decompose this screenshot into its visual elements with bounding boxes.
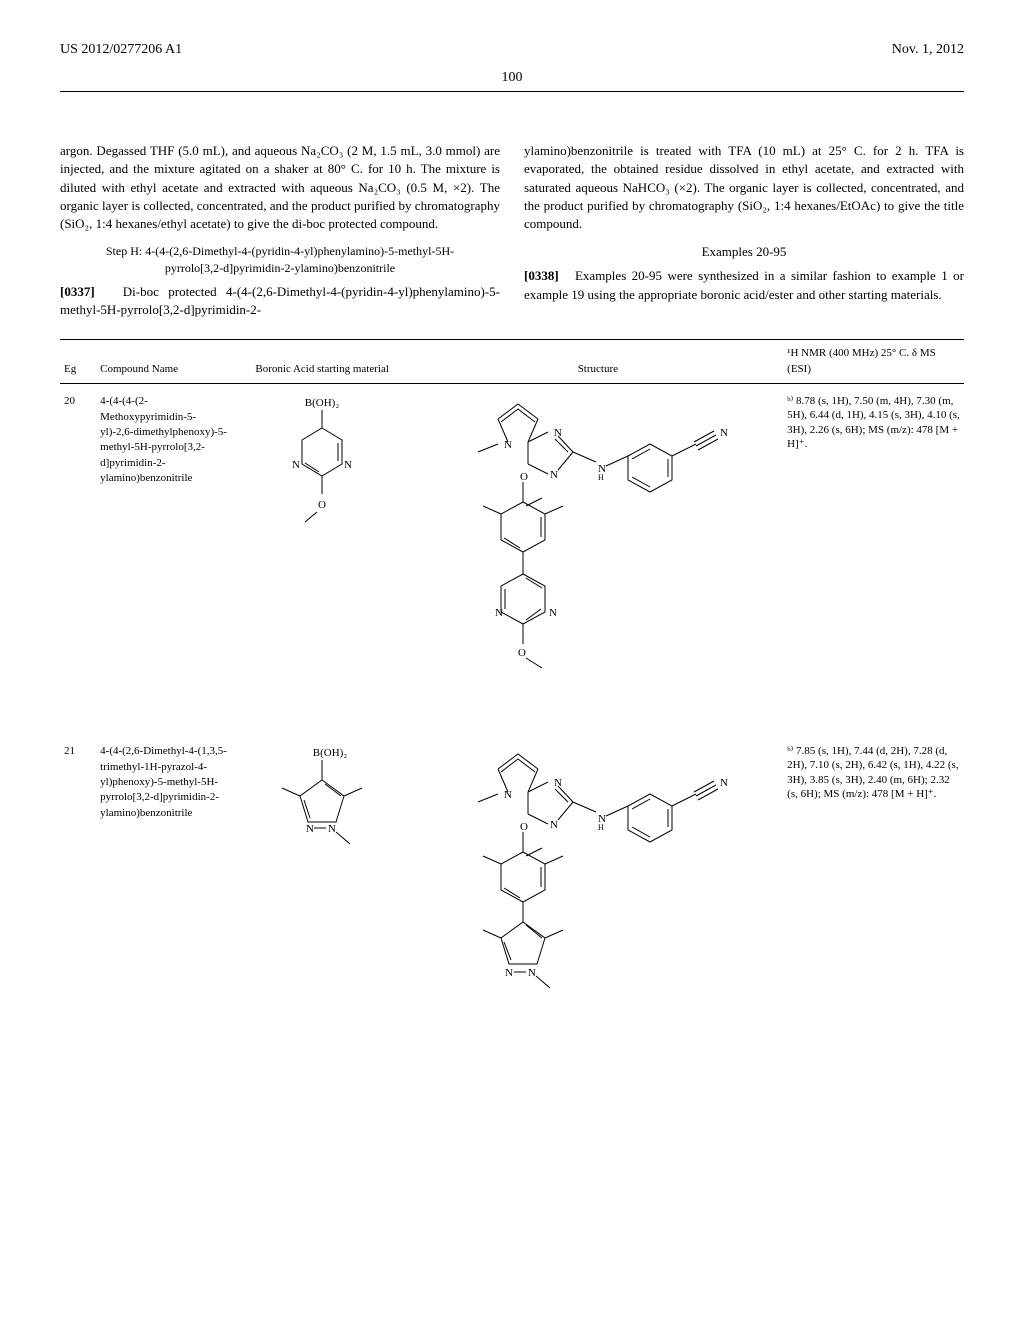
th-eg: Eg xyxy=(60,340,96,384)
svg-text:O: O xyxy=(520,821,528,833)
th-structure: Structure xyxy=(413,340,784,384)
page-header: US 2012/0277206 A1 Nov. 1, 2012 xyxy=(60,40,964,60)
cell-eg-20: 20 xyxy=(60,384,96,735)
svg-text:O: O xyxy=(318,499,326,511)
step-h-title: Step H: 4-(4-(2,6-Dimethyl-4-(pyridin-4-… xyxy=(60,243,500,277)
boronic-structure-20-icon: B(OH)₂ N N O xyxy=(267,394,377,574)
cell-eg-21: 21 xyxy=(60,734,96,1034)
svg-text:N: N xyxy=(292,459,300,471)
svg-text:N: N xyxy=(505,967,513,979)
cell-nmr-21: ᵇ⁾ 7.85 (s, 1H), 7.44 (d, 2H), 7.28 (d, … xyxy=(783,734,964,1034)
svg-text:N: N xyxy=(720,777,728,789)
publication-date: Nov. 1, 2012 xyxy=(892,40,964,60)
cell-boronic-21: B(OH)₂ N N xyxy=(232,734,413,1034)
svg-text:N: N xyxy=(554,427,562,439)
svg-text:O: O xyxy=(518,647,526,659)
svg-text:N: N xyxy=(549,607,557,619)
svg-text:N: N xyxy=(306,823,314,835)
svg-text:H: H xyxy=(598,473,604,482)
th-compound: Compound Name xyxy=(96,340,232,384)
product-structure-21-icon: N N N O N xyxy=(438,744,758,1024)
left-para-2-text: Di-boc protected 4-(4-(2,6-Dimethyl-4-(p… xyxy=(60,284,500,317)
left-para-1: argon. Degassed THF (5.0 mL), and aqueou… xyxy=(60,142,500,233)
svg-text:N: N xyxy=(554,777,562,789)
cell-compound-21: 4-(4-(2,6-Dimethyl-4-(1,3,5-trimethyl-1H… xyxy=(96,734,232,1034)
para-num-0337: [0337] xyxy=(60,284,95,299)
right-para-2: [0338] Examples 20-95 were synthesized i… xyxy=(524,267,964,303)
cell-structure-20: N N N O xyxy=(413,384,784,735)
svg-text:N: N xyxy=(528,967,536,979)
body-columns: argon. Degassed THF (5.0 mL), and aqueou… xyxy=(60,142,964,319)
svg-text:N: N xyxy=(720,427,728,439)
svg-text:B(OH)₂: B(OH)₂ xyxy=(305,397,340,409)
examples-title: Examples 20-95 xyxy=(524,243,964,261)
product-structure-20-icon: N N N O xyxy=(438,394,758,724)
boronic-structure-21-icon: B(OH)₂ N N xyxy=(262,744,382,884)
svg-text:B(OH)₂: B(OH)₂ xyxy=(313,747,348,759)
svg-text:N: N xyxy=(504,789,512,801)
svg-text:N: N xyxy=(550,469,558,481)
left-para-2: [0337] Di-boc protected 4-(4-(2,6-Dimeth… xyxy=(60,283,500,319)
table-row: 20 4-(4-(4-(2-Methoxypyrimidin-5-yl)-2,6… xyxy=(60,384,964,735)
svg-text:N: N xyxy=(504,439,512,451)
para-num-0338: [0338] xyxy=(524,268,559,283)
svg-text:N: N xyxy=(495,607,503,619)
th-nmr: ¹H NMR (400 MHz) 25° C. δ MS (ESI) xyxy=(783,340,964,384)
examples-table: Eg Compound Name Boronic Acid starting m… xyxy=(60,339,964,1034)
svg-text:N: N xyxy=(550,819,558,831)
svg-text:N: N xyxy=(344,459,352,471)
svg-text:H: H xyxy=(598,823,604,832)
publication-number: US 2012/0277206 A1 xyxy=(60,40,182,60)
table-row: 21 4-(4-(2,6-Dimethyl-4-(1,3,5-trimethyl… xyxy=(60,734,964,1034)
cell-boronic-20: B(OH)₂ N N O xyxy=(232,384,413,735)
table-header-row: Eg Compound Name Boronic Acid starting m… xyxy=(60,340,964,384)
cell-structure-21: N N N O N xyxy=(413,734,784,1034)
header-rule xyxy=(60,91,964,92)
cell-compound-20: 4-(4-(4-(2-Methoxypyrimidin-5-yl)-2,6-di… xyxy=(96,384,232,735)
page-number: 100 xyxy=(60,68,964,88)
svg-text:N: N xyxy=(328,823,336,835)
right-para-2-text: Examples 20-95 were synthesized in a sim… xyxy=(524,268,964,301)
th-boronic: Boronic Acid starting material xyxy=(232,340,413,384)
cell-nmr-20: ᵇ⁾ 8.78 (s, 1H), 7.50 (m, 4H), 7.30 (m, … xyxy=(783,384,964,735)
svg-text:O: O xyxy=(520,471,528,483)
right-para-1: ylamino)benzonitrile is treated with TFA… xyxy=(524,142,964,233)
